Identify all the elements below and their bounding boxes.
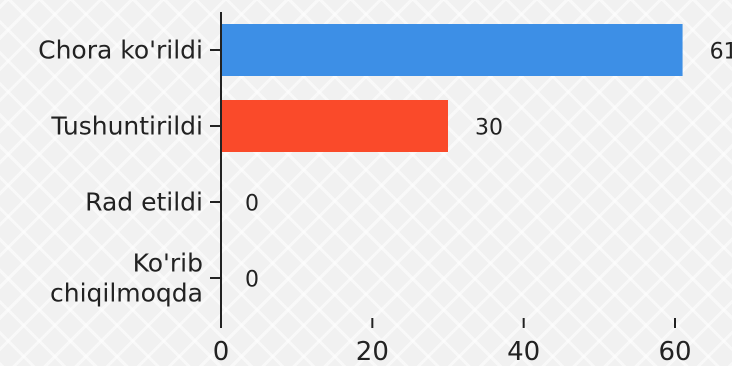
bar (221, 24, 683, 76)
x-tick-label: 20 (356, 337, 389, 366)
data-label: 0 (245, 192, 259, 217)
category-label: Rad etildi (85, 188, 203, 217)
x-tick-label: 0 (213, 337, 230, 366)
category-label: Chora ko'rildi (38, 36, 203, 65)
bar (221, 100, 448, 152)
category-label: chiqilmoqda (50, 279, 203, 308)
x-tick-label: 60 (658, 337, 691, 366)
x-tick-label: 40 (507, 337, 540, 366)
data-label: 61 (710, 40, 732, 65)
category-label: Tushuntirildi (50, 112, 203, 141)
data-label: 0 (245, 268, 259, 293)
category-label: Ko'rib (133, 249, 203, 278)
data-label: 30 (475, 116, 503, 141)
